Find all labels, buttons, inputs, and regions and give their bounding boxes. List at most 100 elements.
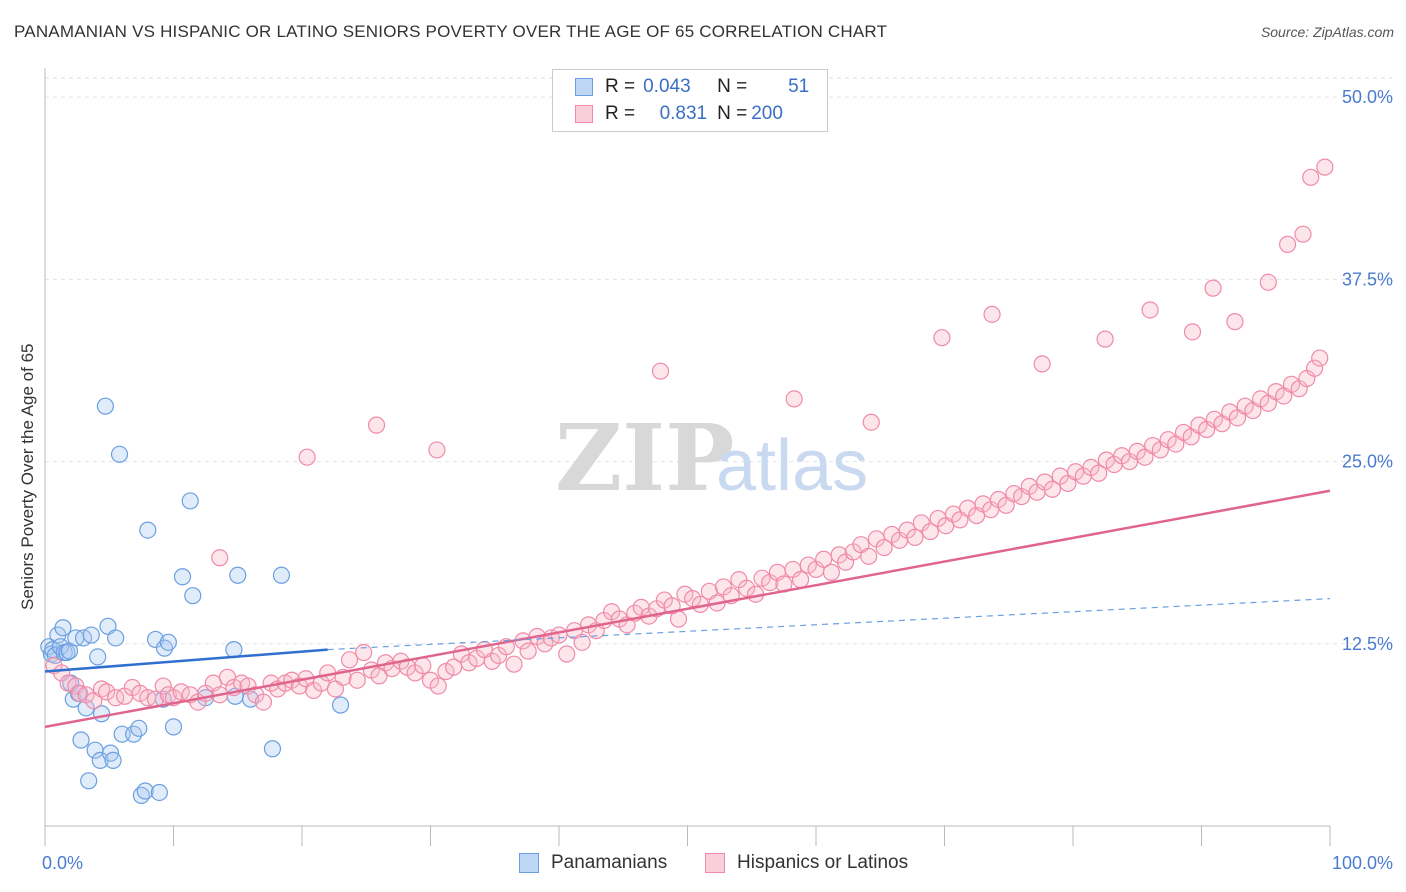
hispanic-point: [1259, 273, 1277, 291]
hispanic-point: [983, 305, 1001, 323]
watermark-atlas: atlas: [716, 426, 868, 506]
panamanian-point: [164, 718, 183, 736]
panamanian-point: [159, 633, 177, 651]
hispanic-point: [1204, 279, 1222, 297]
watermark-zip: ZIP: [555, 404, 734, 512]
n-value: 51: [788, 76, 810, 97]
n-label: N =: [717, 103, 748, 124]
hispanic-point: [860, 547, 878, 565]
hispanic-point: [1043, 480, 1062, 498]
hispanics-swatch: [575, 105, 593, 123]
panamanian-point: [54, 619, 72, 637]
hispanic-point: [211, 549, 229, 567]
panamanian-point: [150, 783, 168, 802]
hispanic-point: [738, 579, 756, 597]
panamanian-point: [331, 696, 350, 714]
stats-row-panamanians: R = 0.043 N = 51: [575, 75, 809, 99]
hispanic-point: [669, 610, 688, 628]
panamanians-legend-swatch: [519, 853, 539, 873]
n-value: 200: [751, 103, 783, 124]
r-value: 0.831: [659, 103, 708, 124]
y-tick-label: 37.5%: [1342, 269, 1393, 289]
hispanic-point: [1311, 349, 1329, 367]
hispanic-point: [414, 657, 432, 675]
hispanic-point: [367, 416, 386, 434]
hispanic-point: [1226, 313, 1244, 331]
panamanian-trend-extension: [327, 598, 1331, 651]
n-label: N =: [717, 76, 748, 97]
stats-row-hispanics: R = 0.831 N = 200: [575, 102, 791, 126]
panamanian-point: [107, 629, 125, 647]
hispanic-point: [355, 643, 373, 662]
hispanic-point: [1090, 464, 1108, 482]
panamanian-point: [229, 566, 247, 584]
hispanic-point: [1316, 158, 1334, 176]
hispanic-point: [340, 651, 359, 669]
panamanian-point: [136, 782, 154, 800]
hispanic-point: [445, 658, 463, 676]
y-tick-label: 25.0%: [1342, 452, 1393, 472]
hispanic-point: [959, 499, 977, 517]
hispanic-point: [483, 652, 501, 670]
panamanian-point: [82, 626, 100, 644]
hispanic-point: [785, 390, 803, 408]
hispanic-point: [254, 693, 273, 711]
y-tick-label: 50.0%: [1342, 87, 1393, 107]
hispanic-point: [98, 683, 116, 701]
hispanic-point: [1294, 225, 1312, 243]
hispanic-point: [862, 413, 880, 431]
panamanian-point: [184, 587, 202, 605]
hispanic-point: [429, 677, 447, 695]
hispanic-point: [428, 441, 446, 459]
panamanian-point: [263, 740, 282, 758]
r-label: R =: [605, 76, 636, 97]
y-tick-label: 12.5%: [1342, 634, 1393, 654]
x-tick-label: 100.0%: [1332, 853, 1393, 873]
hispanic-point: [1302, 168, 1320, 186]
hispanic-point: [1096, 330, 1114, 348]
hispanic-point: [1183, 323, 1202, 341]
panamanian-point: [173, 568, 192, 586]
hispanic-point: [573, 633, 591, 651]
hispanic-point: [651, 362, 670, 380]
chart-title: PANAMANIAN VS HISPANIC OR LATINO SENIORS…: [14, 22, 888, 41]
legend-label: Hispanics or Latinos: [737, 852, 909, 873]
panamanian-point: [96, 397, 114, 415]
hispanic-point: [1278, 235, 1297, 253]
hispanic-point: [159, 686, 177, 704]
panamanian-point: [89, 648, 107, 666]
legend-label: Panamanians: [551, 852, 668, 873]
legend-item-hispanics: Hispanics or Latinos: [705, 852, 908, 874]
panamanian-point: [139, 521, 157, 539]
r-value: 0.043: [643, 76, 691, 97]
x-tick-label: 0.0%: [42, 853, 83, 873]
hispanic-point: [921, 522, 939, 541]
hispanic-point: [348, 671, 366, 689]
series-legend: Panamanians Hispanics or Latinos: [0, 852, 1406, 878]
panamanian-point: [80, 772, 98, 790]
y-axis-label: Seniors Poverty Over the Age of 65: [18, 343, 37, 610]
panamanians-swatch: [575, 78, 593, 96]
panamanian-point: [110, 445, 129, 463]
panamanian-point: [130, 719, 148, 737]
hispanic-point: [1033, 355, 1051, 373]
hispanic-point: [92, 680, 111, 698]
hispanic-point: [298, 448, 316, 466]
legend-item-panamanians: Panamanians: [519, 852, 667, 874]
hispanic-point: [791, 571, 810, 589]
hispanic-point: [1141, 301, 1159, 319]
hispanic-point: [1305, 359, 1324, 377]
hispanic-point: [519, 642, 537, 660]
source-label: Source: ZipAtlas.com: [1260, 24, 1394, 40]
panamanian-point: [72, 731, 90, 749]
hispanic-point: [875, 538, 893, 557]
panamanian-point: [272, 566, 291, 584]
hispanic-point: [912, 514, 930, 532]
hispanic-point: [107, 689, 125, 707]
hispanic-point: [71, 684, 89, 702]
hispanic-point: [505, 655, 523, 673]
hispanic-point: [550, 626, 568, 644]
panamanian-point: [104, 751, 122, 770]
hispanic-point: [815, 550, 833, 568]
